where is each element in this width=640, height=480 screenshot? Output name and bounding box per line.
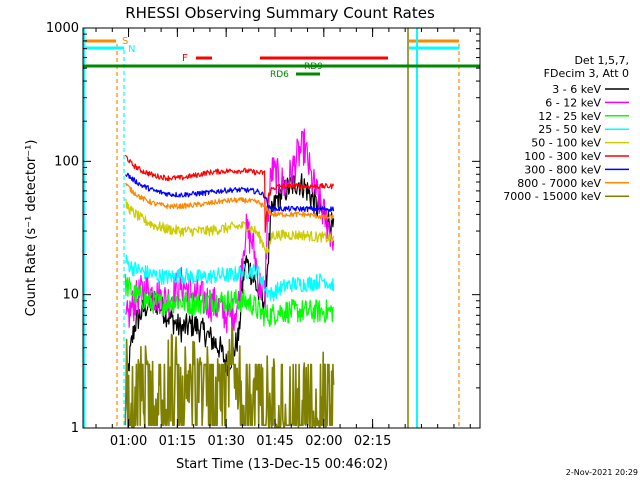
x-tick-label: 01:15 bbox=[159, 434, 196, 449]
y-axis-label: Count Rate (s⁻¹ detector⁻¹) bbox=[24, 140, 39, 317]
y-tick-label: 10 bbox=[62, 288, 79, 303]
plot-frame bbox=[82, 27, 481, 429]
y-tick-label: 1 bbox=[71, 421, 79, 436]
chart-title: RHESSI Observing Summary Count Rates bbox=[125, 4, 435, 22]
series-800-7000-kev-line bbox=[125, 182, 335, 221]
series-7000-15000-kev-line bbox=[124, 326, 335, 428]
legend-entry-label: 7000 - 15000 keV bbox=[503, 190, 601, 203]
footer-date: 2-Nov-2021 20:29 bbox=[566, 468, 638, 477]
legend-entry-label: 50 - 100 keV bbox=[531, 137, 601, 150]
annotation-n: N bbox=[128, 44, 135, 55]
x-tick-label: 01:30 bbox=[207, 434, 244, 449]
x-tick-label: 01:45 bbox=[256, 434, 293, 449]
legend-entry-label: 800 - 7000 keV bbox=[517, 177, 601, 190]
series-25-50-kev-line bbox=[124, 254, 335, 302]
annotation-f: F bbox=[182, 53, 188, 64]
annotation-rd6: RD6 bbox=[270, 70, 289, 80]
y-tick-label: 1000 bbox=[46, 21, 79, 36]
legend-header-line-2: FDecim 3, Att 0 bbox=[544, 67, 629, 80]
series-12-25-kev-line bbox=[124, 273, 334, 327]
y-tick-label: 100 bbox=[54, 154, 79, 169]
legend-entry-label: 12 - 25 keV bbox=[538, 110, 601, 123]
series-300-800-kev-line bbox=[125, 172, 335, 213]
x-tick-label: 02:00 bbox=[305, 434, 342, 449]
legend-entry-label: 6 - 12 keV bbox=[545, 96, 601, 109]
series-50-100-kev-line bbox=[124, 198, 335, 255]
x-axis-label: Start Time (13-Dec-15 00:46:02) bbox=[176, 457, 388, 472]
legend-entry-label: 300 - 800 keV bbox=[524, 163, 601, 176]
legend-entry-label: 100 - 300 keV bbox=[524, 150, 601, 163]
legend-entry-label: 3 - 6 keV bbox=[552, 83, 601, 96]
legend-entry-label: 25 - 50 keV bbox=[538, 123, 601, 136]
series-6-12-kev-line bbox=[124, 128, 335, 334]
legend-header-line-1: Det 1,5,7, bbox=[574, 54, 629, 67]
series-100-300-kev-line bbox=[124, 154, 335, 233]
annotation-s: S bbox=[122, 36, 128, 47]
x-tick-label: 02:15 bbox=[354, 434, 391, 449]
annotation-rd9: RD9 bbox=[304, 62, 323, 72]
x-tick-label: 01:00 bbox=[110, 434, 147, 449]
